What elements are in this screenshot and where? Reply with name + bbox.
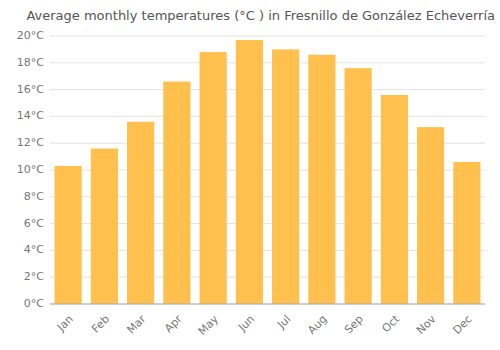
x-tick-label: Nov [414, 312, 439, 337]
grid-line [50, 116, 485, 117]
y-tick-label: 2°C [24, 270, 44, 283]
grid-line [50, 62, 485, 63]
bar [272, 49, 299, 304]
y-tick-label: 20°C [17, 29, 44, 42]
x-tick-label: Sep [342, 313, 366, 337]
bar [127, 122, 154, 304]
x-axis-line [50, 304, 485, 305]
x-tick-label: Mar [125, 312, 149, 336]
x-tick-label: Oct [380, 312, 403, 335]
x-tick-label: Dec [450, 313, 474, 337]
x-tick-label: Jan [54, 313, 76, 335]
bar [55, 166, 82, 304]
title: Average monthly temperatures (°C ) in Fr… [26, 8, 495, 23]
y-tick-label: 14°C [17, 109, 44, 122]
x-tick-label: Feb [89, 313, 112, 336]
x-tick-label: Jun [235, 313, 257, 335]
x-tick-label: Apr [162, 312, 185, 335]
bar [345, 68, 372, 304]
x-tick-label: Aug [305, 313, 329, 337]
grid [50, 36, 485, 304]
chart-container: Average monthly temperatures (°C ) in Fr… [0, 0, 500, 350]
x-tick-label: May [196, 312, 222, 338]
y-tick-label: 10°C [17, 163, 44, 176]
y-tick-label: 16°C [17, 83, 44, 96]
chart: Average monthly temperatures (°C ) in Fr… [0, 0, 500, 350]
bar [163, 82, 190, 304]
grid-line [50, 304, 485, 305]
grid-line [50, 36, 485, 37]
y-tick-label: 4°C [24, 243, 44, 256]
bar [453, 162, 480, 304]
bar [417, 127, 444, 304]
bar [236, 40, 263, 304]
y-tick-label: 18°C [17, 56, 44, 69]
bar [308, 55, 335, 304]
y-tick-label: 8°C [24, 190, 44, 203]
bar [200, 52, 227, 304]
bar [381, 95, 408, 304]
y-tick-label: 0°C [24, 297, 44, 310]
bar [91, 149, 118, 304]
x-tick-label: Jul [274, 313, 293, 332]
bars [55, 40, 481, 304]
y-tick-label: 12°C [17, 136, 44, 149]
y-tick-label: 6°C [24, 217, 44, 230]
grid-line [50, 89, 485, 90]
